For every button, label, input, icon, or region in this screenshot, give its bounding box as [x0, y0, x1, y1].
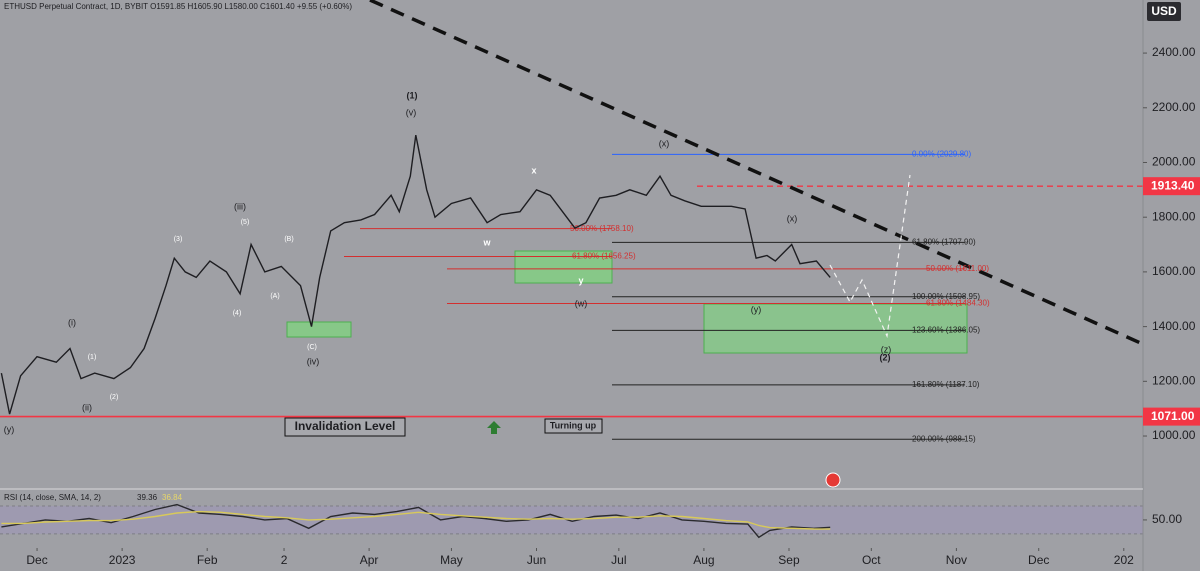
zone — [286, 321, 352, 338]
projection — [829, 174, 911, 339]
price-badge — [1143, 177, 1200, 196]
x-tick-label: Jun — [527, 553, 546, 567]
rsi-ma-value: 36.84 — [162, 493, 183, 502]
y-tick-label: 50.00 — [1152, 512, 1182, 526]
x-tick-label: Dec — [1028, 553, 1049, 567]
rsi-value: 39.36 — [137, 493, 158, 502]
wave-label: x — [531, 165, 536, 175]
y-tick-label: 1400.00 — [1152, 319, 1196, 333]
fib-label: 200.00% (988.15) — [912, 434, 976, 443]
box — [284, 417, 406, 437]
wave-label: (4) — [233, 310, 242, 317]
y-tick-label: 1200.00 — [1152, 373, 1196, 387]
price-label: 1071.00 — [1151, 409, 1195, 423]
x-tick-label: Sep — [778, 553, 800, 567]
arrow-up — [487, 421, 501, 434]
wave-label: (A) — [270, 293, 279, 300]
wave-label: (5) — [241, 219, 250, 226]
price-label: 1913.40 — [1151, 178, 1195, 192]
currency: USD — [1151, 4, 1177, 18]
fib-label: 61.80% (1484.30) — [926, 299, 990, 308]
wave-label: (C) — [307, 344, 317, 351]
series-line — [1, 510, 831, 530]
y-tick-label: 1600.00 — [1152, 264, 1196, 278]
x-tick-label: Nov — [946, 553, 967, 567]
y-tick-label: 2400.00 — [1152, 45, 1196, 59]
wave-label: (1) — [407, 90, 418, 100]
wave-label: (B) — [284, 236, 293, 243]
y-tick-label: 1800.00 — [1152, 209, 1196, 223]
box-label: Invalidation Level — [295, 419, 396, 433]
currency-badge — [1147, 2, 1181, 21]
x-tick-label: May — [440, 553, 463, 567]
wave-label: (y) — [4, 424, 15, 434]
x-tick-label: 2023 — [109, 553, 136, 567]
wave-labels: (1) (v) (iii) (5) (3) (B) (A) (4) (C) (i… — [4, 90, 892, 434]
wave-label: (3) — [174, 236, 183, 243]
wave-label: (v) — [406, 107, 417, 117]
wave-label: (2) — [110, 394, 119, 401]
fib-label: 61.80% (1656.25) — [572, 252, 636, 261]
event-icon — [825, 472, 841, 488]
wave-label: (i) — [68, 317, 76, 327]
wave-label: (iv) — [307, 356, 320, 366]
fib-label: 61.80% (1707.90) — [912, 237, 976, 246]
series-line — [0, 134, 831, 415]
wave-label: (iii) — [234, 201, 246, 211]
x-tick-label: Dec — [26, 553, 47, 567]
fib-label: 161.80% (1187.10) — [912, 380, 980, 389]
x-tick-label: 202 — [1114, 553, 1134, 567]
rsi-band — [0, 506, 1143, 534]
x-tick-label: Oct — [862, 553, 881, 567]
x-tick-label: Feb — [197, 553, 218, 567]
wave-label: (x) — [787, 213, 798, 223]
wave-label: (ii) — [82, 402, 92, 412]
y-tick-label: 2000.00 — [1152, 155, 1196, 169]
fib-label: 100.00% (1508.95) — [912, 292, 980, 301]
wave-label: y — [578, 275, 583, 285]
chart-title: ETHUSD Perpetual Contract, 1D, BYBIT O15… — [4, 2, 352, 11]
wave-label: (w) — [575, 298, 588, 308]
x-tick-label: Jul — [611, 553, 626, 567]
y-tick-label: 1000.00 — [1152, 428, 1196, 442]
box-label: Turning up — [550, 420, 597, 430]
price-badge — [1143, 407, 1200, 426]
x-tick-label: Aug — [693, 553, 714, 567]
wave-label: (1) — [88, 354, 97, 361]
rsi-title: RSI (14, close, SMA, 14, 2) — [4, 493, 101, 502]
wave-label: w — [482, 237, 491, 247]
x-tick-label: Apr — [360, 553, 379, 567]
wave-label: (2) — [880, 352, 891, 362]
fib-label: 123.60% (1386.05) — [912, 326, 980, 335]
fib-label: 0.00% (2029.80) — [912, 149, 971, 158]
layer — [0, 153, 1143, 535]
trendline — [369, 0, 1146, 347]
wave-label: (z) — [881, 344, 892, 354]
wave-label: (y) — [751, 304, 762, 314]
box — [544, 418, 603, 434]
fib-label: 50.00% (1758.10) — [570, 224, 634, 233]
x-tick-label: 2 — [281, 553, 288, 567]
fib-label: 50.00% (1611.00) — [926, 264, 989, 273]
y-tick-label: 2200.00 — [1152, 100, 1196, 114]
wave-label: (x) — [659, 138, 670, 148]
